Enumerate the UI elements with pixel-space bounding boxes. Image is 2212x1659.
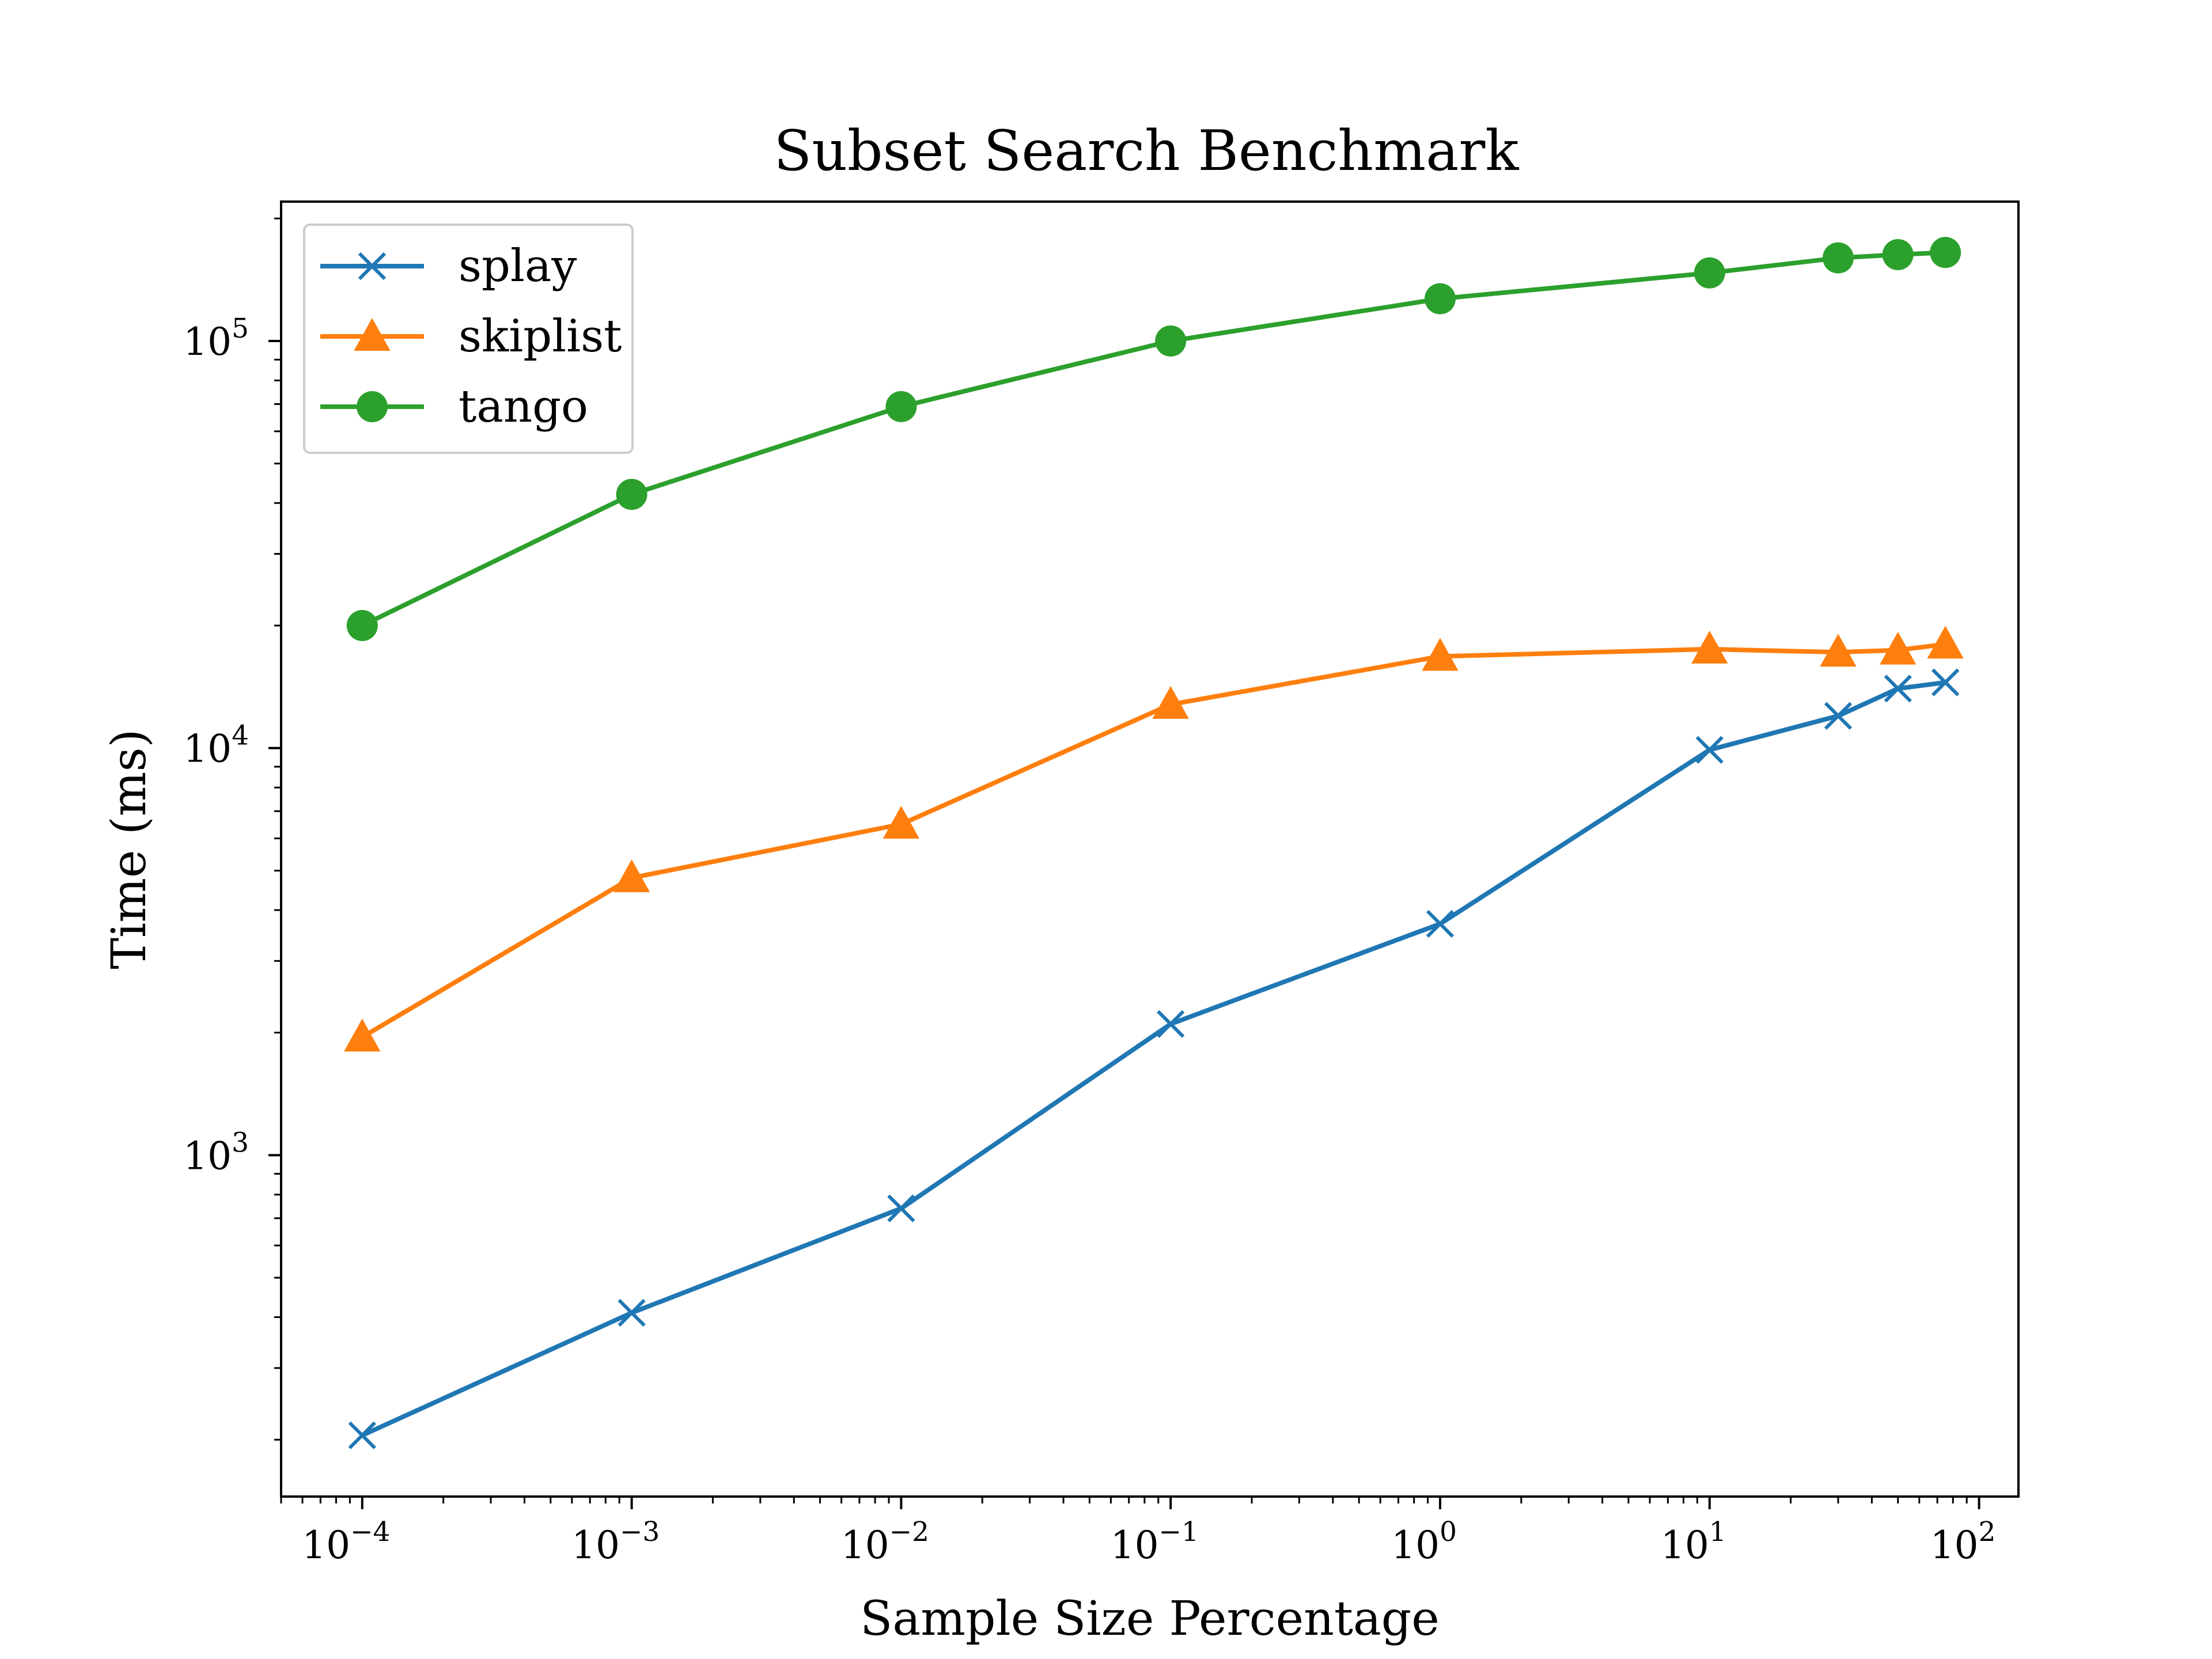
splay-point xyxy=(1884,675,1912,703)
tango-point xyxy=(1823,242,1854,274)
tango-point xyxy=(1694,257,1725,289)
splay-point xyxy=(887,1194,915,1222)
legend: splay skiplist tango xyxy=(303,224,634,454)
splay-point xyxy=(348,1421,376,1449)
tango-point xyxy=(346,609,378,641)
x-tick-label: 10−1 xyxy=(1111,1516,1199,1567)
legend-item-splay: splay xyxy=(320,240,577,292)
x-tick-label: 102 xyxy=(1930,1516,1996,1567)
x-tick-label: 101 xyxy=(1661,1516,1726,1567)
legend-label: tango xyxy=(459,381,588,433)
skiplist-point xyxy=(1820,634,1857,667)
x-tick-label: 10−3 xyxy=(571,1516,660,1567)
axes-frame xyxy=(280,200,2020,1498)
chart-title: Subset Search Benchmark xyxy=(774,119,1519,183)
tango-point xyxy=(616,479,647,510)
y-tick-label: 104 xyxy=(183,720,249,771)
splay-point xyxy=(1695,736,1724,764)
skiplist-point xyxy=(882,805,920,839)
skiplist-point xyxy=(1422,638,1459,671)
skiplist-point xyxy=(613,859,650,892)
y-axis: 103 104 105 xyxy=(183,217,281,1441)
legend-marker xyxy=(354,317,391,351)
legend-label: splay xyxy=(459,240,577,292)
x-tick-label: 10−2 xyxy=(841,1516,929,1567)
tango-point xyxy=(1882,239,1914,271)
series-skiplist xyxy=(344,626,1964,1052)
tango-point xyxy=(1155,325,1187,357)
skiplist-point xyxy=(1691,630,1728,664)
skiplist-point xyxy=(344,1018,381,1052)
tango-point xyxy=(1425,283,1456,315)
tango-point xyxy=(1930,237,1961,268)
splay-point xyxy=(1931,668,1960,696)
skiplist-point xyxy=(1927,626,1964,659)
splay-point xyxy=(1426,910,1455,938)
y-tick-label: 105 xyxy=(183,313,249,364)
y-tick-label: 103 xyxy=(183,1127,249,1178)
splay-point xyxy=(618,1298,646,1327)
legend-marker xyxy=(357,391,388,422)
legend-marker xyxy=(358,252,387,281)
tango-point xyxy=(885,391,917,422)
y-axis-label: Time (ms) xyxy=(102,729,157,969)
splay-point xyxy=(1824,702,1853,730)
series-tango xyxy=(346,237,1961,641)
legend-item-skiplist: skiplist xyxy=(320,310,622,362)
x-axis-label: Sample Size Percentage xyxy=(860,1592,1440,1646)
legend-label: skiplist xyxy=(459,310,622,362)
legend-item-tango: tango xyxy=(320,381,588,433)
x-tick-label: 10−4 xyxy=(302,1516,390,1567)
skiplist-point xyxy=(1880,631,1916,665)
x-axis: 10−4 10−3 10−2 10−1 100 101 102 xyxy=(280,1497,1996,1567)
plot-area xyxy=(344,237,1964,1449)
skiplist-point xyxy=(1152,685,1189,719)
x-tick-label: 100 xyxy=(1391,1516,1457,1567)
series-splay xyxy=(348,668,1960,1449)
legend-box xyxy=(303,224,634,454)
splay-point xyxy=(1157,1010,1185,1038)
